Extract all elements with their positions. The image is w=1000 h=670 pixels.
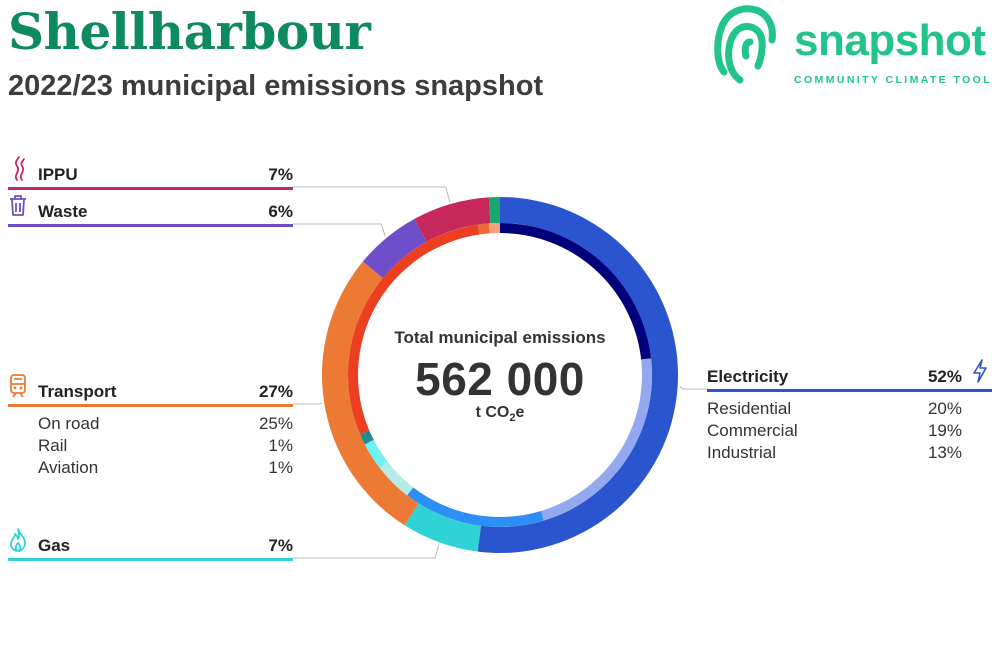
subcategory-industrial: Industrial 13% — [707, 443, 992, 463]
subcategory-label: Aviation — [38, 458, 99, 477]
inner-segment-aviation — [488, 223, 500, 234]
total-label: Total municipal emissions — [394, 328, 606, 347]
subcategory-label: Industrial — [707, 443, 776, 462]
category-label: Waste — [38, 202, 88, 221]
lightning-icon — [973, 359, 987, 383]
outer-segment-gas — [404, 503, 481, 552]
category-transport: Transport 27% On road 25% Rail 1% Aviati… — [8, 374, 293, 479]
subcategory-label: Residential — [707, 399, 792, 418]
category-label: Transport — [38, 382, 117, 401]
inner-segment-on-road — [348, 224, 480, 435]
inner-segment-gas-industrial — [360, 430, 374, 445]
inner-segment-gas-commercial — [364, 439, 388, 468]
subcategory-label: Commercial — [707, 421, 798, 440]
leader-line-gas — [293, 544, 440, 559]
train-icon — [10, 374, 26, 398]
category-underline — [8, 224, 293, 227]
logo-wordmark: snapshot — [794, 16, 986, 65]
logo-tagline: COMMUNITY CLIMATE TOOL — [794, 74, 993, 86]
inner-segment-gas-residential — [379, 461, 414, 496]
subcategory-percent: 20% — [927, 399, 962, 418]
category-underline — [8, 187, 293, 190]
subcategory-percent: 1% — [268, 458, 293, 477]
leader-line-transport — [293, 402, 323, 405]
category-underline — [707, 389, 992, 392]
category-underline — [8, 558, 293, 561]
outer-ring — [322, 197, 678, 553]
category-gas: Gas 7% — [8, 528, 293, 563]
category-percent: 27% — [258, 382, 293, 401]
flame-icon — [10, 528, 26, 552]
category-percent: 7% — [268, 536, 293, 555]
subcategory-on-road: On road 25% — [8, 414, 293, 434]
subcategory-label: On road — [38, 414, 100, 433]
leader-line-ippu — [293, 186, 451, 203]
category-label: Electricity — [707, 367, 789, 386]
page-subtitle: 2022/23 municipal emissions snapshot — [8, 70, 544, 102]
inner-segment-industrial — [407, 487, 544, 528]
leader-lines — [293, 186, 707, 559]
outer-segment-transport — [322, 261, 419, 526]
smoke-icon — [14, 156, 25, 181]
category-underline — [8, 404, 293, 407]
snapshot-logo: snapshot COMMUNITY CLIMATE TOOL — [712, 0, 1000, 92]
inner-segment-commercial — [540, 358, 652, 521]
outer-segment-electricity — [477, 197, 678, 553]
subcategory-percent: 19% — [927, 421, 962, 440]
total-unit: t CO2e — [475, 404, 525, 425]
category-electricity: Electricity 52% Residential 20% Commerci… — [707, 359, 992, 464]
inner-ring — [348, 223, 652, 528]
category-label: Gas — [38, 536, 71, 555]
page-title: Shellharbour — [8, 2, 371, 61]
subcategory-percent: 13% — [927, 443, 962, 462]
subcategory-rail: Rail 1% — [8, 436, 293, 456]
category-ippu: IPPU 7% — [8, 156, 293, 192]
fingerprint-icon — [714, 5, 776, 84]
subcategory-aviation: Aviation 1% — [8, 458, 293, 478]
subcategory-percent: 1% — [268, 436, 293, 455]
category-percent: 7% — [268, 165, 293, 184]
category-percent: 6% — [268, 202, 293, 221]
inner-segment-residential — [500, 223, 652, 360]
category-label: IPPU — [38, 165, 78, 184]
subcategory-label: Rail — [38, 436, 68, 455]
total-value: 562 000 — [415, 353, 585, 405]
outer-segment-agriculture — [488, 197, 500, 224]
subcategory-residential: Residential 20% — [707, 399, 992, 419]
category-percent: 52% — [927, 367, 962, 386]
bin-icon — [10, 195, 26, 216]
leader-line-electricity — [679, 385, 707, 390]
subcategory-percent: 25% — [258, 414, 293, 433]
outer-segment-ippu — [414, 197, 491, 242]
leader-line-waste — [293, 223, 386, 237]
outer-segment-waste — [362, 219, 427, 279]
subcategory-commercial: Commercial 19% — [707, 421, 992, 441]
category-waste: Waste 6% — [8, 195, 293, 229]
inner-segment-rail — [477, 223, 490, 235]
